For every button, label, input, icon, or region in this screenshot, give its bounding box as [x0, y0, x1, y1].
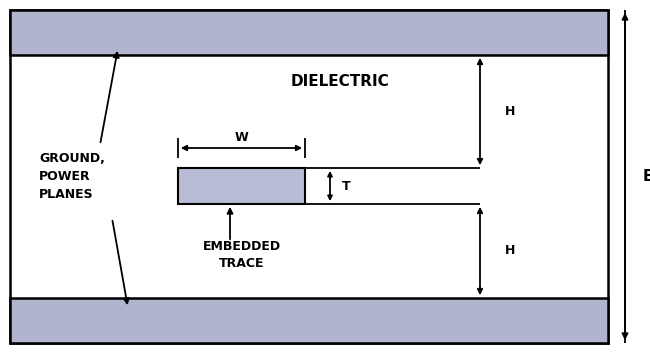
Text: EMBEDDED
TRACE: EMBEDDED TRACE — [203, 240, 281, 270]
Bar — [10, 10, 608, 55]
Text: H: H — [505, 245, 515, 257]
Bar — [10, 298, 608, 343]
Text: B: B — [643, 169, 650, 184]
Text: GROUND,
POWER
PLANES: GROUND, POWER PLANES — [39, 151, 105, 201]
Text: T: T — [342, 179, 350, 192]
Text: DIELECTRIC: DIELECTRIC — [291, 74, 389, 90]
Text: H: H — [505, 105, 515, 118]
Bar — [178, 168, 305, 204]
Text: W: W — [235, 131, 248, 144]
